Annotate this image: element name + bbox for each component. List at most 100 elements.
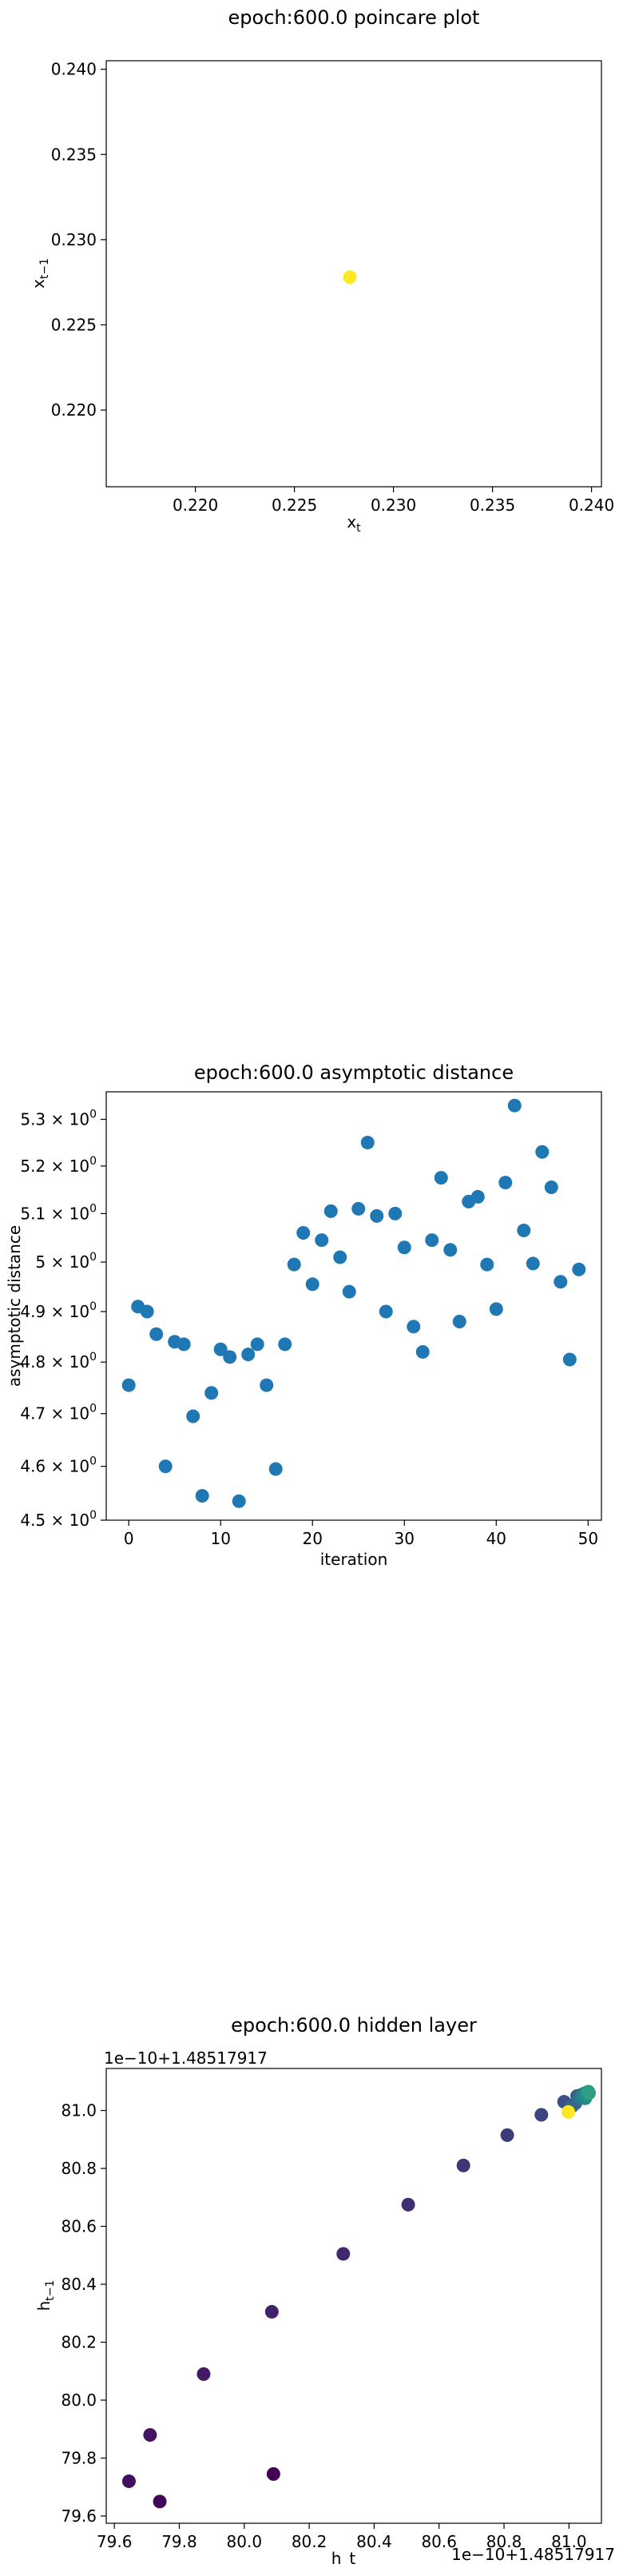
y-tick-label: 5.1 × 100 <box>20 1202 97 1223</box>
y-tick-label: 0.230 <box>51 230 97 249</box>
data-point <box>143 2427 157 2442</box>
data-point <box>526 1256 540 1271</box>
data-point <box>544 1181 558 1195</box>
data-point <box>287 1257 301 1272</box>
data-points <box>121 1098 586 1508</box>
x-ticks: 0.220 0.225 0.230 0.235 0.240 <box>173 487 614 515</box>
x-tick-label: 50 <box>578 1529 598 1548</box>
data-point <box>388 1206 403 1220</box>
data-point <box>425 1233 439 1248</box>
data-point <box>343 270 357 285</box>
poincare-plot-chart: epoch:600.0 poincare plot 0.220 0.225 0.23… <box>29 6 614 535</box>
x-tick-label: 81.0 <box>551 2532 587 2551</box>
data-point <box>158 1459 173 1474</box>
data-point <box>153 2494 167 2509</box>
x-ticks: 79.6 79.8 80.0 80.2 80.4 80.6 80.8 81.0 <box>97 2523 587 2551</box>
data-points <box>121 2084 597 2509</box>
y-tick-label: 4.6 × 100 <box>20 1455 97 1476</box>
y-tick-label: 79.6 <box>61 2506 97 2526</box>
data-point <box>561 2104 576 2119</box>
x-tick-label: 20 <box>303 1529 323 1548</box>
x-tick-label: 0.230 <box>371 496 416 515</box>
data-point <box>232 1494 246 1508</box>
y-tick-label: 5.2 × 100 <box>20 1155 97 1176</box>
y-axis-label: xt−1 <box>29 258 51 289</box>
data-point <box>177 1337 191 1352</box>
data-point <box>434 1171 448 1185</box>
data-point <box>351 1201 366 1216</box>
data-point <box>489 1302 503 1316</box>
y-tick-label: 5.3 × 100 <box>20 1109 97 1129</box>
data-points <box>343 270 357 285</box>
x-tick-label: 40 <box>486 1529 506 1548</box>
y-tick-label: 4.5 × 100 <box>20 1509 97 1530</box>
data-point <box>333 1250 347 1264</box>
data-point <box>186 1409 200 1423</box>
data-point <box>415 1344 430 1359</box>
y-tick-label: 80.2 <box>61 2332 97 2351</box>
x-tick-label: 80.2 <box>292 2532 327 2551</box>
data-point <box>507 1098 522 1113</box>
y-tick-label: 4.8 × 100 <box>20 1351 97 1372</box>
x-axis-label: h_t <box>331 2549 356 2566</box>
data-point <box>401 2197 415 2212</box>
data-point <box>196 2367 211 2381</box>
x-tick-label: 0.220 <box>173 496 218 515</box>
chart-title: epoch:600.0 poincare plot <box>228 6 480 29</box>
data-point <box>315 1233 329 1248</box>
y-tick-label: 4.9 × 100 <box>20 1300 97 1321</box>
x-tick-label: 80.0 <box>227 2532 263 2551</box>
data-point <box>407 1320 421 1334</box>
data-point <box>305 1277 319 1292</box>
hidden-layer-chart: epoch:600.0 hidden layer 1e−10+1.4851791… <box>34 2014 615 2566</box>
data-point <box>121 1378 136 1392</box>
data-point <box>268 1462 283 1476</box>
y-tick-label: 80.8 <box>61 2159 97 2178</box>
x-offset-text: 1e−10+1.48517917 <box>451 2545 615 2564</box>
y-axis-label: ht−1 <box>34 2280 57 2311</box>
x-tick-label: 0.240 <box>569 496 614 515</box>
chart-title: epoch:600.0 hidden layer <box>231 2014 477 2037</box>
data-point <box>397 1240 411 1255</box>
data-point <box>582 2086 597 2100</box>
x-tick-label: 80.8 <box>486 2532 522 2551</box>
y-ticks: 79.6 79.8 80.0 80.2 80.4 80.6 80.8 81.0 <box>61 2101 106 2526</box>
data-point <box>456 2158 470 2172</box>
y-tick-label: 80.6 <box>61 2217 97 2236</box>
y-tick-label: 0.235 <box>51 145 97 164</box>
y-offset-text: 1e−10+1.48517917 <box>104 2048 268 2068</box>
x-tick-label: 80.6 <box>421 2532 457 2551</box>
x-tick-label: 30 <box>395 1529 415 1548</box>
data-point <box>517 1224 531 1238</box>
x-tick-label: 79.6 <box>97 2532 133 2551</box>
x-tick-label: 80.4 <box>356 2532 392 2551</box>
data-point <box>554 1275 568 1289</box>
data-point <box>342 1284 356 1299</box>
chart-title: epoch:600.0 asymptotic distance <box>194 1061 514 1084</box>
data-point <box>260 1378 274 1392</box>
y-tick-label: 81.0 <box>61 2101 97 2120</box>
data-point <box>572 1262 586 1276</box>
plot-area <box>105 2068 602 2524</box>
data-point <box>213 1342 228 1356</box>
plot-area <box>105 60 602 488</box>
data-point <box>370 1208 384 1223</box>
data-point <box>498 1176 513 1190</box>
data-point <box>379 1304 393 1319</box>
data-point <box>241 1348 256 1362</box>
x-tick-label: 0.235 <box>470 496 515 515</box>
data-point <box>500 2128 514 2142</box>
y-axis-label: asymptotic distance <box>5 1225 24 1387</box>
data-point <box>121 2474 136 2488</box>
data-point <box>204 1386 219 1400</box>
data-point <box>278 1337 292 1352</box>
data-point <box>195 1489 209 1503</box>
data-point <box>470 1189 485 1204</box>
data-point <box>250 1337 264 1352</box>
x-tick-label: 79.8 <box>161 2532 197 2551</box>
data-point <box>360 1136 375 1150</box>
data-point <box>336 2247 351 2261</box>
data-point <box>149 1327 164 1341</box>
plot-area <box>105 1091 602 1521</box>
y-tick-label: 0.225 <box>51 315 97 334</box>
